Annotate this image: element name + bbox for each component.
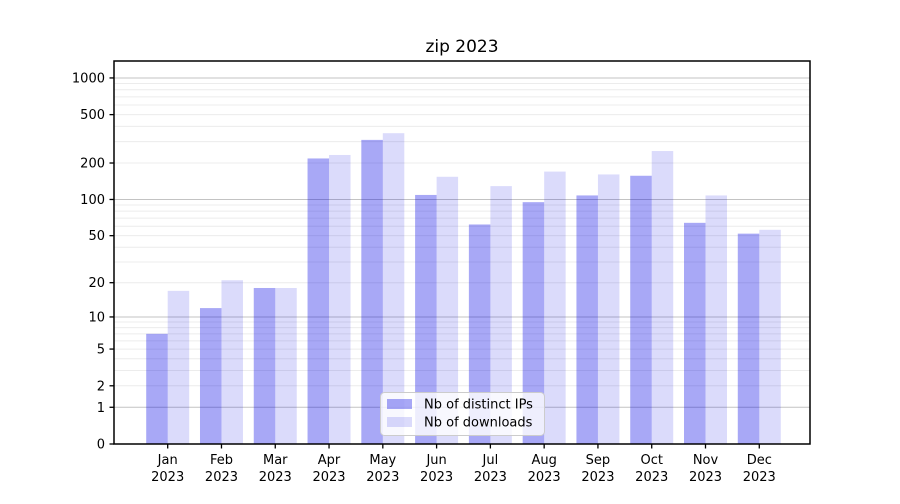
x-tick-label: Jun 2023 (420, 453, 453, 485)
axes-layer: 0 1 2 5 10 20 50 100 200 500 1000 Jan 2023 Feb 2023 Mar… (72, 60, 811, 485)
bar-nb-of-downloads-jun (436, 176, 459, 444)
bar-nb-of-distinct-ips-dec (737, 233, 760, 444)
x-tick-label: Oct 2023 (635, 453, 668, 485)
y-tick-label: 500 (80, 108, 105, 123)
y-tick-label: 2 (97, 379, 105, 394)
y-tick-label: 5 (97, 343, 105, 358)
bar-nb-of-distinct-ips-feb (199, 308, 222, 444)
y-tick-label: 200 (80, 157, 105, 172)
y-tick-label: 20 (88, 276, 105, 291)
x-tick-label: May 2023 (366, 453, 399, 485)
x-tick-label: Jul 2023 (474, 453, 507, 485)
x-tick-label: Jan 2023 (151, 453, 184, 485)
legend-swatch-nb-of-distinct-ips (387, 399, 412, 409)
bar-nb-of-downloads-jul (490, 186, 512, 444)
x-tick-label: Apr 2023 (312, 453, 345, 485)
x-tick-label: Aug 2023 (528, 453, 561, 485)
bar-nb-of-distinct-ips-jul (468, 224, 491, 444)
bar-nb-of-downloads-dec (759, 229, 781, 444)
y-tick-label: 50 (88, 229, 105, 244)
chart-title: zip 2023 (425, 37, 498, 57)
legend-box (380, 392, 545, 436)
x-tick-label: Dec 2023 (743, 453, 776, 485)
y-tick-label: 1000 (72, 71, 105, 86)
legend-label-nb-of-distinct-ips: Nb of distinct IPs (424, 398, 533, 413)
x-tick-label: Nov 2023 (689, 453, 722, 485)
bar-nb-of-downloads-mar (275, 287, 297, 444)
legend: Nb of distinct IPs Nb of downloads (380, 392, 545, 436)
legend-swatch-nb-of-downloads (387, 417, 412, 427)
bar-nb-of-distinct-ips-aug (522, 202, 545, 444)
bar-nb-of-distinct-ips-sep (576, 195, 598, 444)
bars-layer (146, 133, 781, 445)
bar-nb-of-downloads-oct (651, 151, 674, 445)
y-tick-label: 0 (97, 438, 105, 453)
y-tick-label: 10 (88, 310, 105, 325)
bar-nb-of-downloads-may (382, 133, 405, 444)
bar-nb-of-distinct-ips-jun (415, 194, 437, 444)
bar-nb-of-downloads-aug (544, 171, 566, 445)
bar-nb-of-downloads-sep (597, 174, 620, 445)
bar-nb-of-distinct-ips-jan (146, 333, 168, 444)
bar-nb-of-distinct-ips-mar (253, 287, 276, 444)
bar-nb-of-downloads-apr (329, 154, 351, 444)
y-tick-label: 100 (80, 193, 105, 208)
bar-nb-of-distinct-ips-apr (307, 158, 330, 444)
bar-nb-of-distinct-ips-nov (684, 222, 706, 444)
bar-nb-of-distinct-ips-may (361, 139, 383, 444)
bar-nb-of-downloads-nov (705, 195, 727, 444)
plot-frame (113, 60, 811, 445)
bar-nb-of-distinct-ips-oct (630, 175, 652, 444)
bar-nb-of-downloads-jan (167, 290, 190, 444)
x-tick-label: Sep 2023 (581, 453, 614, 485)
y-tick-label: 1 (97, 401, 105, 416)
legend-label-nb-of-downloads: Nb of downloads (424, 416, 533, 431)
bar-nb-of-downloads-feb (221, 280, 243, 444)
x-tick-label: Feb 2023 (205, 453, 238, 485)
x-tick-label: Mar 2023 (259, 453, 292, 485)
